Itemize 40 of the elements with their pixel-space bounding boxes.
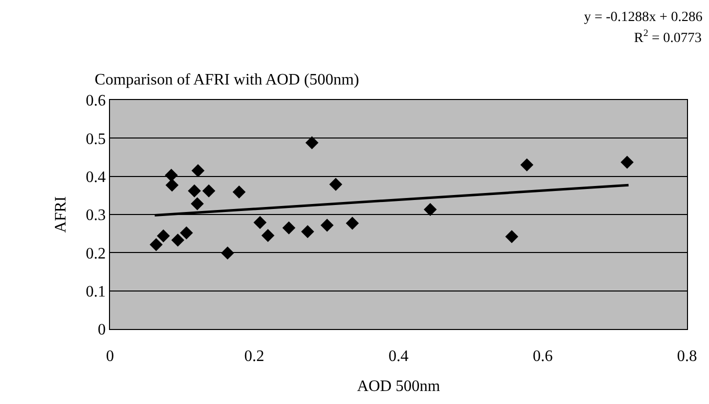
point — [346, 216, 359, 230]
point — [180, 226, 193, 240]
point — [190, 197, 204, 210]
point — [301, 225, 314, 238]
y-tick-label: 0.6 — [86, 92, 106, 110]
text: R$^{2}$ = 0.0773 — [634, 28, 702, 46]
point — [282, 221, 296, 234]
point — [188, 184, 201, 198]
point — [202, 184, 216, 198]
x-axis-title: AOD 500nm — [356, 378, 441, 395]
x-tick-label: 0.6 — [532, 348, 553, 366]
point — [424, 203, 437, 216]
point — [520, 158, 534, 172]
point — [620, 156, 634, 169]
x-tick-label: 0.4 — [388, 348, 408, 366]
y-tick-label: 0.3 — [86, 207, 106, 224]
y-tick-label: 0.4 — [86, 168, 106, 186]
point — [254, 216, 267, 230]
point — [505, 230, 518, 244]
point — [164, 168, 178, 182]
point — [166, 178, 179, 192]
y-axis-title: AFRI — [52, 196, 70, 233]
point — [305, 136, 318, 150]
y-tick-label: 0.5 — [86, 130, 106, 148]
point — [171, 234, 184, 247]
point — [150, 238, 163, 252]
y-tick-label: 0.2 — [86, 245, 106, 262]
point — [261, 228, 274, 242]
x-tick-label: 0.8 — [677, 348, 697, 366]
point — [232, 185, 246, 198]
point — [156, 229, 170, 242]
point — [221, 246, 234, 260]
y-tick-label: 0 — [98, 322, 106, 339]
point — [320, 218, 334, 232]
chart-title: Comparison of AFRI with AOD (500nm) — [94, 71, 360, 88]
point — [329, 178, 342, 191]
y-tick-label: 0.1 — [86, 283, 106, 300]
x-tick-label: 0.2 — [244, 348, 264, 366]
point — [191, 164, 204, 178]
text: y = -0.1288x + 0.286 — [584, 10, 702, 25]
